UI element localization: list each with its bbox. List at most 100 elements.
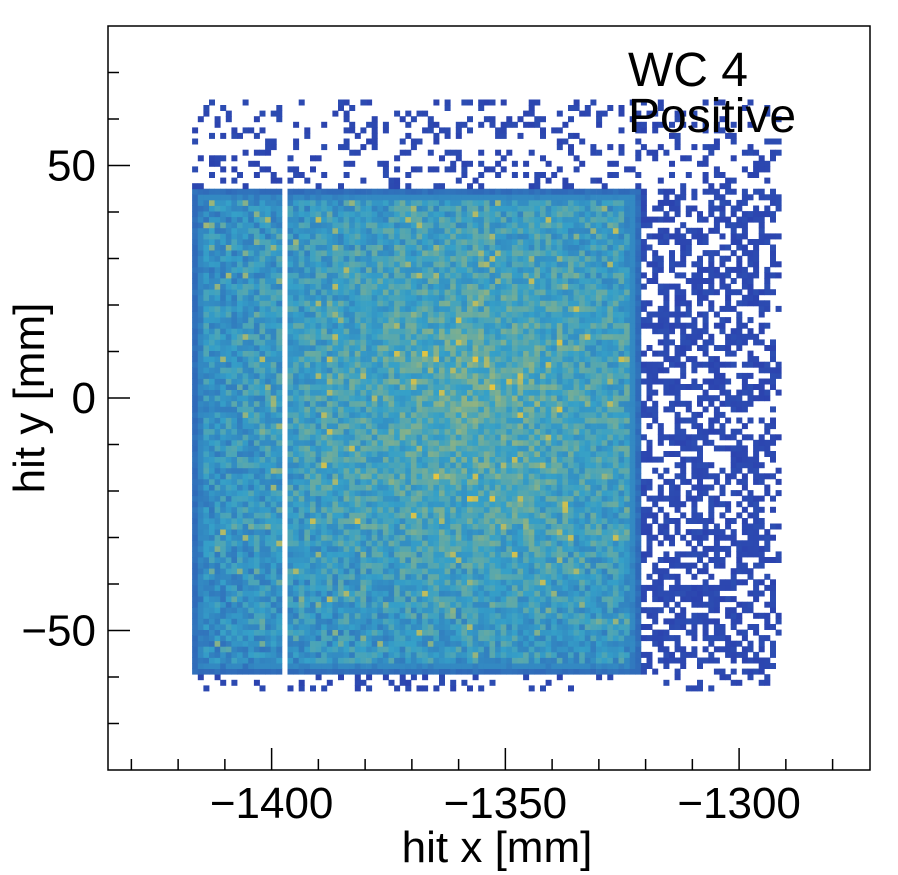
heatmap-cell	[343, 311, 350, 318]
heatmap-cell	[371, 439, 378, 446]
heatmap-cell	[478, 361, 485, 368]
heatmap-cell	[203, 239, 210, 245]
heatmap-cell	[495, 451, 502, 457]
heatmap-cell	[349, 400, 356, 407]
heatmap-cell	[203, 640, 210, 647]
heatmap-cell	[461, 311, 468, 318]
heatmap-cell	[444, 255, 451, 262]
heatmap-cell	[203, 255, 210, 262]
heatmap-cell	[467, 501, 473, 508]
heatmap-cell	[214, 289, 221, 296]
heatmap-cell	[304, 557, 311, 563]
heatmap-cell	[242, 356, 249, 363]
heatmap-cell	[253, 495, 260, 502]
heatmap-cell	[439, 456, 445, 463]
heatmap-cell	[371, 250, 378, 257]
heatmap-cell	[315, 674, 322, 681]
heatmap-cell	[472, 629, 479, 636]
heatmap-cell	[270, 501, 277, 508]
heatmap-cell	[203, 534, 210, 541]
heatmap-cell	[444, 456, 451, 463]
heatmap-cell	[321, 635, 328, 642]
heatmap-cell	[467, 216, 473, 223]
heatmap-cell	[433, 618, 440, 625]
heatmap-cell	[416, 607, 423, 614]
heatmap-cell	[382, 568, 389, 575]
heatmap-cell	[253, 194, 260, 201]
heatmap-cell	[276, 339, 283, 346]
heatmap-cell	[270, 640, 277, 647]
heatmap-cell	[478, 534, 485, 541]
heatmap-cell	[399, 506, 406, 513]
heatmap-cell	[197, 540, 204, 547]
heatmap-cell	[293, 540, 300, 547]
heatmap-cell	[489, 484, 496, 491]
heatmap-cell	[354, 378, 361, 385]
heatmap-cell	[455, 255, 462, 262]
heatmap-cell	[349, 367, 356, 374]
heatmap-cell	[461, 545, 468, 552]
heatmap-cell	[467, 584, 473, 591]
heatmap-cell	[433, 99, 440, 106]
heatmap-cell	[416, 456, 423, 463]
heatmap-cell	[399, 534, 406, 541]
heatmap-cell	[461, 635, 468, 642]
heatmap-cell	[248, 657, 255, 664]
heatmap-cell	[231, 233, 238, 240]
heatmap-cell	[354, 311, 361, 318]
heatmap-cell	[237, 233, 243, 240]
heatmap-cell	[265, 272, 272, 279]
heatmap-cell	[209, 584, 215, 591]
heatmap-cell	[489, 255, 496, 262]
heatmap-cell	[321, 540, 328, 547]
heatmap-cell	[410, 406, 417, 413]
heatmap-cell	[439, 283, 445, 290]
heatmap-cell	[276, 322, 283, 329]
heatmap-cell	[276, 211, 283, 218]
heatmap-cell	[248, 439, 255, 446]
heatmap-cell	[343, 160, 350, 167]
heatmap-cell	[388, 635, 395, 642]
heatmap-cell	[259, 261, 266, 268]
heatmap-cell	[242, 372, 249, 379]
heatmap-cell	[495, 266, 502, 273]
heatmap-cell	[472, 177, 479, 184]
heatmap-cell	[410, 227, 417, 234]
heatmap-cell	[192, 618, 199, 625]
heatmap-cell	[388, 484, 395, 491]
heatmap-cell	[427, 328, 434, 335]
heatmap-cell	[242, 629, 249, 636]
heatmap-cell	[360, 261, 367, 268]
heatmap-cell	[382, 244, 389, 251]
heatmap-cell	[231, 590, 238, 597]
heatmap-cell	[321, 339, 328, 346]
heatmap-cell	[332, 451, 339, 457]
heatmap-cell	[214, 495, 221, 502]
heatmap-cell	[349, 328, 356, 335]
heatmap-cell	[192, 635, 199, 642]
heatmap-cell	[433, 451, 440, 457]
heatmap-cell	[197, 367, 204, 374]
heatmap-cell	[399, 294, 406, 301]
heatmap-cell	[349, 478, 356, 485]
heatmap-cell	[225, 384, 232, 390]
heatmap-cell	[287, 512, 294, 519]
heatmap-cell	[220, 462, 227, 469]
heatmap-cell	[315, 294, 322, 301]
heatmap-cell	[242, 551, 249, 558]
heatmap-cell	[444, 635, 451, 642]
heatmap-cell	[242, 545, 249, 552]
heatmap-cell	[248, 216, 255, 223]
heatmap-cell	[371, 506, 378, 513]
heatmap-cell	[422, 305, 429, 312]
heatmap-cell	[377, 378, 384, 385]
heatmap-cell	[377, 294, 384, 301]
heatmap-cell	[427, 607, 434, 614]
heatmap-cell	[315, 657, 322, 664]
heatmap-cell	[394, 573, 401, 580]
heatmap-cell	[253, 668, 260, 675]
heatmap-cell	[338, 534, 344, 541]
heatmap-cell	[242, 518, 249, 524]
heatmap-cell	[394, 612, 401, 619]
heatmap-cell	[209, 423, 215, 430]
